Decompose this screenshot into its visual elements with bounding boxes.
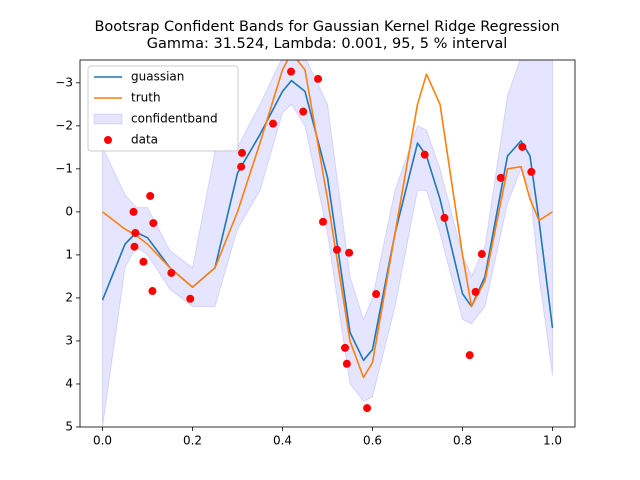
data-point [129,207,138,216]
plot-area [101,60,554,427]
data-point [314,74,323,83]
confidence-band [102,60,553,427]
legend-label: truth [131,91,161,105]
y-tick-label: −2 [55,118,73,132]
data-point [341,343,350,352]
axes-frame [79,59,576,428]
legend-label: confidentband [131,112,218,126]
data-point [139,257,148,266]
series-line [102,60,553,379]
y-tick-label: 0 [65,204,73,218]
y-tick-label: 4 [65,376,73,390]
data-point [148,287,157,296]
data-point [420,150,429,159]
data-point [345,248,354,257]
y-tick-label: −3 [55,75,73,89]
x-tick-label: 1.0 [543,434,562,448]
data-point [496,173,505,182]
data-point [130,242,139,251]
x-tick-label: 0.6 [363,434,382,448]
y-tick-label: 1 [65,247,73,261]
data-point [440,213,449,222]
chart-subtitle: Gamma: 31.524, Lambda: 0.001, 95, 5 % in… [147,36,507,52]
legend-label: data [131,133,158,147]
y-tick-label: −1 [55,161,73,175]
data-point [287,67,296,76]
data-point [149,219,158,228]
data-point [363,404,372,413]
x-tick-label: 0.0 [93,434,112,448]
legend-swatch [93,113,123,125]
axes: 0.0 0.2 0.4 0.6 0.8 1.0 −3 −2 −1 0 1 2 3 4 5 guassian tr… [55,59,576,448]
legend-swatch [104,136,112,144]
y-tick-label: 2 [65,290,73,304]
data-point [319,217,327,226]
data-point [465,351,474,360]
x-tick-label: 0.4 [273,434,292,448]
data-point [342,359,351,368]
data-point [238,148,246,157]
x-tick-label: 0.8 [453,434,472,448]
x-tick-label: 0.2 [183,434,202,448]
data-point [146,191,155,200]
y-tick-label: 5 [65,420,73,434]
chart-title: Bootsrap Confident Bands for Gaussian Ke… [94,19,559,35]
data-point [477,250,486,259]
data-point [471,287,480,296]
data-point [527,167,536,176]
data-point [299,107,308,116]
data-point [186,294,195,303]
data-point [237,162,246,171]
data-point [332,245,341,254]
data-point [518,142,527,151]
y-tick-label: 3 [65,333,73,347]
data-point [167,268,176,277]
data-point [372,290,381,299]
data-point [269,119,278,128]
legend-label: guassian [131,70,184,84]
legend-box [87,65,239,152]
data-point [131,228,140,237]
